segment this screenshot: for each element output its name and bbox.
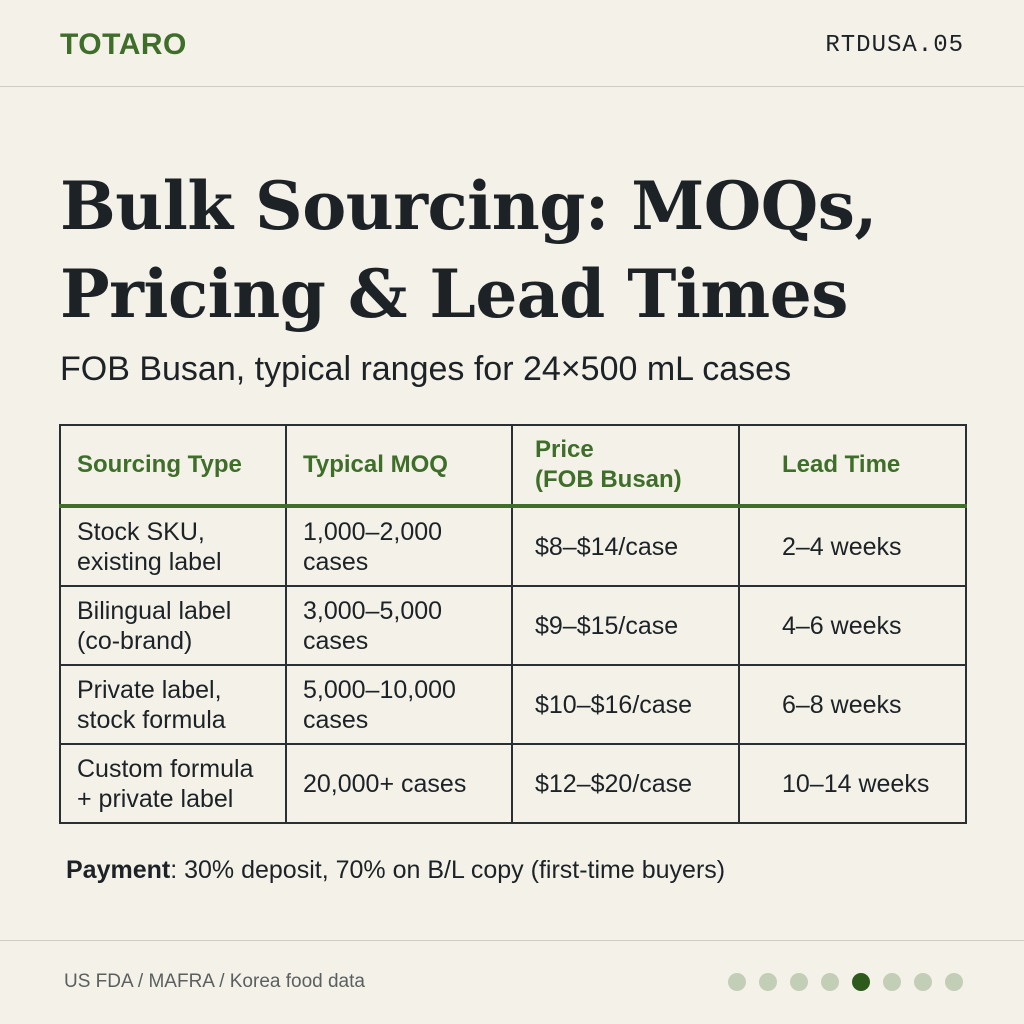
payment-text: : 30% deposit, 70% on B/L copy (first-ti… bbox=[170, 856, 726, 884]
table-header-row: Sourcing Type Typical MOQ Price (FOB Bus… bbox=[59, 424, 967, 508]
table-cell: 1,000–2,000 cases bbox=[285, 505, 513, 587]
table-cell: 5,000–10,000 cases bbox=[285, 664, 513, 745]
payment-note: Payment: 30% deposit, 70% on B/L copy (f… bbox=[66, 856, 725, 885]
source-note: US FDA / MAFRA / Korea food data bbox=[64, 971, 365, 992]
table-row: Private label, stock formula 5,000–10,00… bbox=[59, 664, 967, 745]
column-header: Price (FOB Busan) bbox=[511, 424, 740, 508]
slide-code: RTDUSA.05 bbox=[825, 32, 964, 59]
title-line-1: Bulk Sourcing: MOQs, bbox=[60, 167, 877, 245]
footer-divider bbox=[0, 940, 1024, 941]
table-cell: Custom formula + private label bbox=[59, 743, 287, 824]
table-cell: $9–$15/case bbox=[511, 585, 740, 666]
page-dot[interactable] bbox=[790, 973, 808, 991]
table-cell: $12–$20/case bbox=[511, 743, 740, 824]
sourcing-table: Sourcing Type Typical MOQ Price (FOB Bus… bbox=[59, 424, 967, 824]
payment-label: Payment bbox=[66, 856, 171, 884]
page-dot[interactable] bbox=[821, 973, 839, 991]
column-header: Lead Time bbox=[738, 424, 967, 508]
column-header: Sourcing Type bbox=[59, 424, 287, 508]
header-divider bbox=[0, 86, 1024, 87]
page-dot[interactable] bbox=[883, 973, 901, 991]
table-cell: 6–8 weeks bbox=[738, 664, 967, 745]
table-cell: Stock SKU, existing label bbox=[59, 505, 287, 587]
column-header: Typical MOQ bbox=[285, 424, 513, 508]
table-cell: 10–14 weeks bbox=[738, 743, 967, 824]
brand-logo: TOTARO bbox=[60, 28, 187, 61]
table-cell: 20,000+ cases bbox=[285, 743, 513, 824]
page-dot[interactable] bbox=[728, 973, 746, 991]
table-cell: $8–$14/case bbox=[511, 505, 740, 587]
title-line-2: Pricing & Lead Times bbox=[60, 255, 848, 333]
table-cell: Private label, stock formula bbox=[59, 664, 287, 745]
page-dot[interactable] bbox=[759, 973, 777, 991]
page-dot-active[interactable] bbox=[852, 973, 870, 991]
pagination-dots bbox=[728, 973, 963, 991]
table-cell: 4–6 weeks bbox=[738, 585, 967, 666]
page-dot[interactable] bbox=[945, 973, 963, 991]
table-cell: $10–$16/case bbox=[511, 664, 740, 745]
page-subtitle: FOB Busan, typical ranges for 24×500 mL … bbox=[60, 350, 792, 388]
table-cell: Bilingual label (co-brand) bbox=[59, 585, 287, 666]
page-dot[interactable] bbox=[914, 973, 932, 991]
table-cell: 3,000–5,000 cases bbox=[285, 585, 513, 666]
table-cell: 2–4 weeks bbox=[738, 505, 967, 587]
table-row: Bilingual label (co-brand) 3,000–5,000 c… bbox=[59, 585, 967, 666]
page-title: Bulk Sourcing: MOQs, Pricing & Lead Time… bbox=[60, 162, 980, 338]
table-row: Custom formula + private label 20,000+ c… bbox=[59, 743, 967, 824]
table-row: Stock SKU, existing label 1,000–2,000 ca… bbox=[59, 505, 967, 587]
